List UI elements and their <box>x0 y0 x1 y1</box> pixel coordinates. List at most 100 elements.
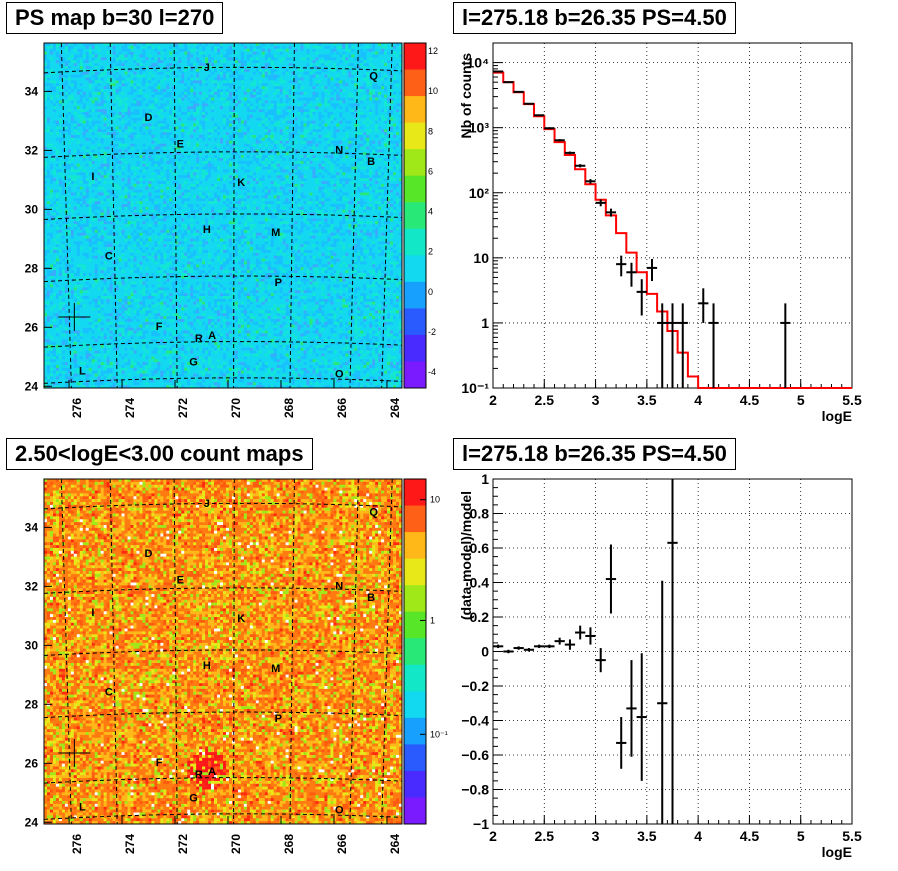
source-label: B <box>367 156 375 168</box>
data-point <box>698 288 708 323</box>
count-map-panel: 242628303234276 274 272 270 268 266 26410110⁻¹… <box>0 0 898 871</box>
x-tick-label: 4 <box>694 392 702 408</box>
y-tick-label: 24 <box>25 815 39 829</box>
residual-point <box>667 479 677 824</box>
plot-frame <box>493 43 852 388</box>
residual-point <box>565 639 575 649</box>
residual-point <box>616 717 626 769</box>
x-tick-label: 3 <box>592 828 600 844</box>
x-tick-label: 276 <box>70 398 84 418</box>
source-label: F <box>156 321 163 333</box>
grid <box>493 479 852 824</box>
x-tick-label: 4.5 <box>740 828 760 844</box>
y-tick-label: 10⁻¹ <box>461 380 489 396</box>
residual-point <box>657 581 667 824</box>
data-point <box>637 279 647 315</box>
y-tick-label: −1 <box>473 816 489 832</box>
x-tick-label: 268 <box>282 834 296 854</box>
colorbar-tick-label: 10 <box>430 495 440 505</box>
source-label: C <box>105 686 113 698</box>
y-tick-label: 28 <box>25 697 39 711</box>
source-label: O <box>335 804 344 816</box>
map-frame <box>44 43 402 388</box>
x-tick-label: 4.5 <box>740 392 760 408</box>
data-point <box>626 263 636 287</box>
residual-point <box>493 645 503 648</box>
latitude-line <box>44 214 402 220</box>
x-tick-label: 4 <box>694 828 702 844</box>
source-label: K <box>237 177 245 189</box>
x-tick-label: 270 <box>229 398 243 418</box>
x-tick-label: 2.5 <box>535 828 555 844</box>
colorbar-segment <box>404 70 426 97</box>
longitude-line <box>234 43 235 388</box>
x-tick-label: 276 <box>70 834 84 854</box>
colorbar-segment <box>404 718 426 745</box>
colorbar-segment <box>404 638 426 665</box>
y-tick-label: 34 <box>25 520 39 534</box>
source-label: P <box>275 277 282 289</box>
colorbar-segment <box>404 744 426 771</box>
colorbar-tick-label: 8 <box>428 126 433 136</box>
x-tick-label: 266 <box>335 398 349 418</box>
data-point <box>514 91 524 92</box>
data-point <box>565 152 575 155</box>
source-label: L <box>79 801 86 813</box>
y-tick-label: 32 <box>25 143 39 157</box>
source-label: G <box>189 357 198 369</box>
y-tick-label: 10⁴ <box>467 55 490 71</box>
x-axis-label: logE <box>822 408 852 424</box>
longitude-line <box>174 43 177 388</box>
y-tick-label: 10² <box>469 185 490 201</box>
source-label: I <box>91 607 94 619</box>
source-label: Q <box>369 507 378 519</box>
coordinate-grid <box>44 43 402 388</box>
source-label: H <box>203 660 211 672</box>
colorbar-segment <box>404 202 426 229</box>
residual-point <box>596 648 606 672</box>
latitude-line <box>44 67 402 73</box>
x-tick-label: 268 <box>282 398 296 418</box>
source-label: I <box>91 171 94 183</box>
y-axis-label: (data-model)/model <box>458 491 474 620</box>
latitude-line <box>44 503 402 509</box>
longitude-line <box>350 479 358 824</box>
colorbar-tick-label: 0 <box>428 287 433 297</box>
source-label: C <box>105 250 113 262</box>
longitude-line <box>290 43 294 388</box>
colorbar-tick-label: -4 <box>428 367 436 377</box>
longitude-line <box>61 479 71 824</box>
x-tick-label: 5 <box>797 828 805 844</box>
source-label: J <box>204 62 210 74</box>
colorbar-tick-label: 6 <box>428 166 433 176</box>
data-point <box>616 256 626 277</box>
data-point <box>606 209 616 217</box>
longitude-line <box>110 479 117 824</box>
colorbar-segment <box>404 335 426 362</box>
colorbar-segment <box>404 149 426 176</box>
data-point <box>667 303 677 388</box>
y-tick-label: 1 <box>481 471 489 487</box>
x-tick-label: 272 <box>176 834 190 854</box>
y-tick-label: −0.2 <box>461 678 489 694</box>
y-tick-label: 34 <box>25 84 39 98</box>
source-label: M <box>271 227 280 239</box>
latitude-line <box>44 778 402 784</box>
source-label: O <box>335 368 344 380</box>
data-point <box>524 103 534 104</box>
ps-map-panel: 242628303234276 274 272 270 268 266 264-4-2024… <box>0 0 898 871</box>
residual-title: l=275.18 b=26.35 PS=4.50 <box>453 438 736 470</box>
source-label: R <box>195 333 203 345</box>
colorbar-segment <box>404 308 426 335</box>
y-tick-label: −0.6 <box>461 747 489 763</box>
latitude-line <box>44 152 402 158</box>
colorbar-tick-label: 10⁻¹ <box>430 729 448 739</box>
residual-point <box>637 653 647 781</box>
residual-point <box>575 626 585 640</box>
source-label: P <box>275 713 282 725</box>
y-tick-label: −0.8 <box>461 782 489 798</box>
source-label: F <box>156 757 163 769</box>
spectrum-title: l=275.18 b=26.35 PS=4.50 <box>453 2 736 34</box>
colorbar-segment <box>404 691 426 718</box>
coordinate-grid <box>44 479 402 824</box>
